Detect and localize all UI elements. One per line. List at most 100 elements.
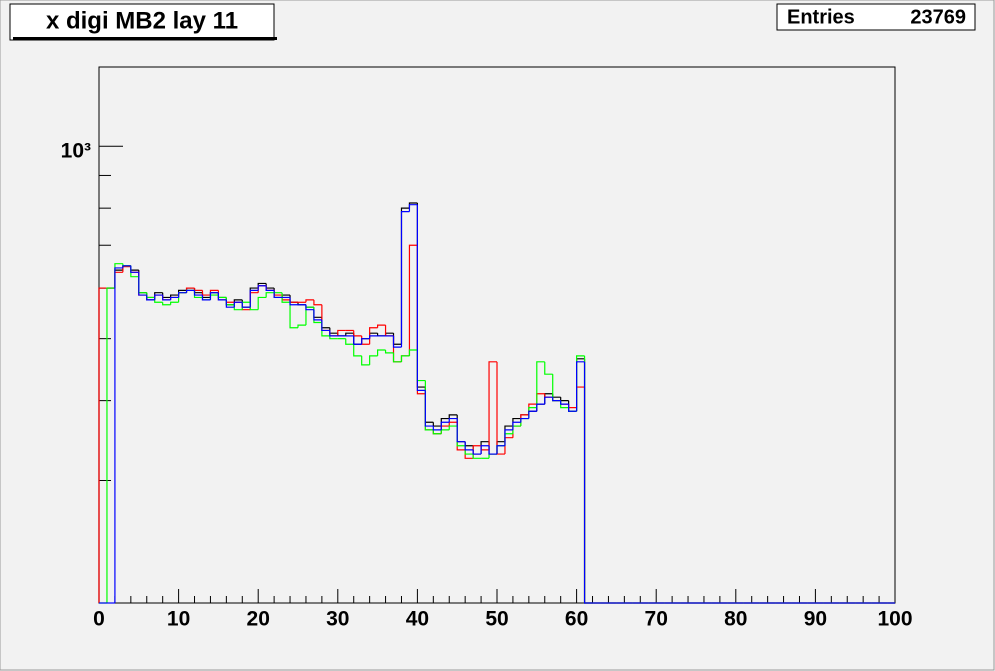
- histogram-bin: [329, 335, 338, 340]
- histogram-bin: [305, 299, 314, 303]
- histogram-bin: [583, 361, 593, 604]
- histogram-bin: [241, 302, 251, 308]
- histogram-bin: [392, 352, 402, 363]
- histogram-bin: [361, 338, 370, 345]
- histogram-bin: [544, 396, 553, 405]
- histogram-bin: [369, 355, 378, 365]
- histogram-bin: [297, 324, 306, 328]
- histogram-bin: [114, 267, 123, 603]
- histogram-bin: [265, 285, 275, 291]
- plot-frame: [98, 66, 896, 604]
- histogram-bin: [448, 425, 458, 430]
- histogram-bin: [456, 418, 466, 443]
- histogram-bin: [369, 335, 378, 339]
- histogram-bin: [377, 324, 386, 328]
- x-tick-label: 40: [406, 608, 429, 631]
- histogram-bin: [480, 445, 490, 455]
- histogram-bin: [225, 299, 235, 308]
- histogram-bin: [170, 296, 179, 300]
- histogram-bin: [217, 292, 227, 301]
- histogram-bin: [265, 292, 275, 298]
- histogram-bin: [400, 355, 410, 362]
- histogram-bin: [162, 302, 171, 306]
- x-tick-label: 80: [724, 608, 747, 631]
- x-tick-label: 0: [93, 608, 105, 631]
- histogram-bin: [106, 287, 115, 603]
- histogram-bin: [289, 297, 298, 306]
- histogram-bin: [536, 403, 545, 412]
- histogram-bin: [353, 344, 362, 357]
- histogram-bin: [337, 329, 346, 336]
- histogram-bin: [488, 445, 497, 455]
- histogram-bin: [464, 441, 474, 451]
- title-box: [9, 3, 275, 41]
- histogram-bin: [249, 289, 259, 308]
- histogram-bin: [273, 290, 283, 299]
- histogram-bin: [520, 417, 529, 423]
- histogram-bin: [568, 404, 577, 412]
- histogram-bin: [576, 361, 585, 412]
- x-tick-label: 20: [247, 608, 270, 631]
- histogram-bin: [384, 350, 394, 354]
- histogram-bin: [289, 302, 298, 329]
- histogram-bin: [488, 361, 497, 450]
- histogram-bin: [424, 390, 434, 427]
- histogram-bin: [281, 292, 291, 303]
- histogram-bin: [170, 294, 179, 298]
- x-tick-label: 60: [565, 608, 588, 631]
- histogram-bin: [448, 414, 458, 419]
- histogram-bin: [345, 338, 354, 345]
- histogram-bin: [448, 417, 458, 423]
- x-tick-label: 30: [326, 608, 349, 631]
- histogram-bin: [408, 244, 418, 356]
- histogram-bin: [122, 265, 131, 268]
- histogram-bin: [377, 349, 386, 356]
- histogram-bin: [528, 410, 537, 419]
- histogram-bin: [321, 319, 330, 332]
- histogram-bin: [178, 292, 187, 298]
- x-tick-label: 70: [645, 608, 668, 631]
- histogram-bin: [185, 289, 195, 293]
- x-tick-label: 10: [167, 608, 190, 631]
- histogram-bin: [257, 296, 267, 310]
- histogram-bin: [440, 421, 450, 430]
- title: x digi MB2 lay 11: [46, 7, 238, 34]
- histogram-bin: [560, 400, 569, 405]
- histogram-bin: [432, 426, 442, 431]
- stats-value: 23769: [910, 6, 966, 28]
- histogram-bin: [154, 294, 163, 300]
- y-tick-label: 10³: [61, 140, 91, 163]
- histogram-bin: [552, 397, 561, 402]
- histogram-bin: [536, 361, 545, 408]
- histogram-bin: [432, 429, 442, 435]
- x-tick-label: 90: [804, 608, 827, 631]
- histogram-bin: [98, 287, 107, 603]
- histogram-bin: [361, 355, 370, 366]
- histogram-bin: [170, 301, 179, 305]
- histogram-bin: [472, 454, 482, 459]
- x-tick-label: 100: [877, 608, 912, 631]
- histogram-bin: [209, 292, 219, 300]
- histogram-bin: [233, 301, 243, 308]
- histogram-bin: [329, 330, 338, 337]
- histogram-bin: [130, 265, 139, 273]
- histogram-bin: [201, 295, 211, 301]
- histogram-bin: [313, 299, 322, 306]
- histogram-bin: [544, 361, 553, 375]
- histogram-bin: [408, 204, 418, 212]
- histogram-bin: [345, 332, 354, 336]
- histogram-bin: [408, 349, 418, 356]
- histogram-bin: [193, 290, 203, 296]
- histogram-bin: [400, 211, 410, 348]
- x-tick-label: 50: [485, 608, 508, 631]
- histogram-bin: [257, 285, 267, 291]
- stats-label: Entries: [787, 6, 855, 28]
- histogram-bin: [496, 445, 505, 455]
- histogram-bin: [392, 335, 402, 348]
- histogram-bin: [472, 449, 482, 455]
- histogram-bin: [416, 204, 426, 392]
- histogram-bin: [146, 295, 155, 301]
- title-shadow: [13, 37, 277, 40]
- histogram-bin: [313, 309, 322, 321]
